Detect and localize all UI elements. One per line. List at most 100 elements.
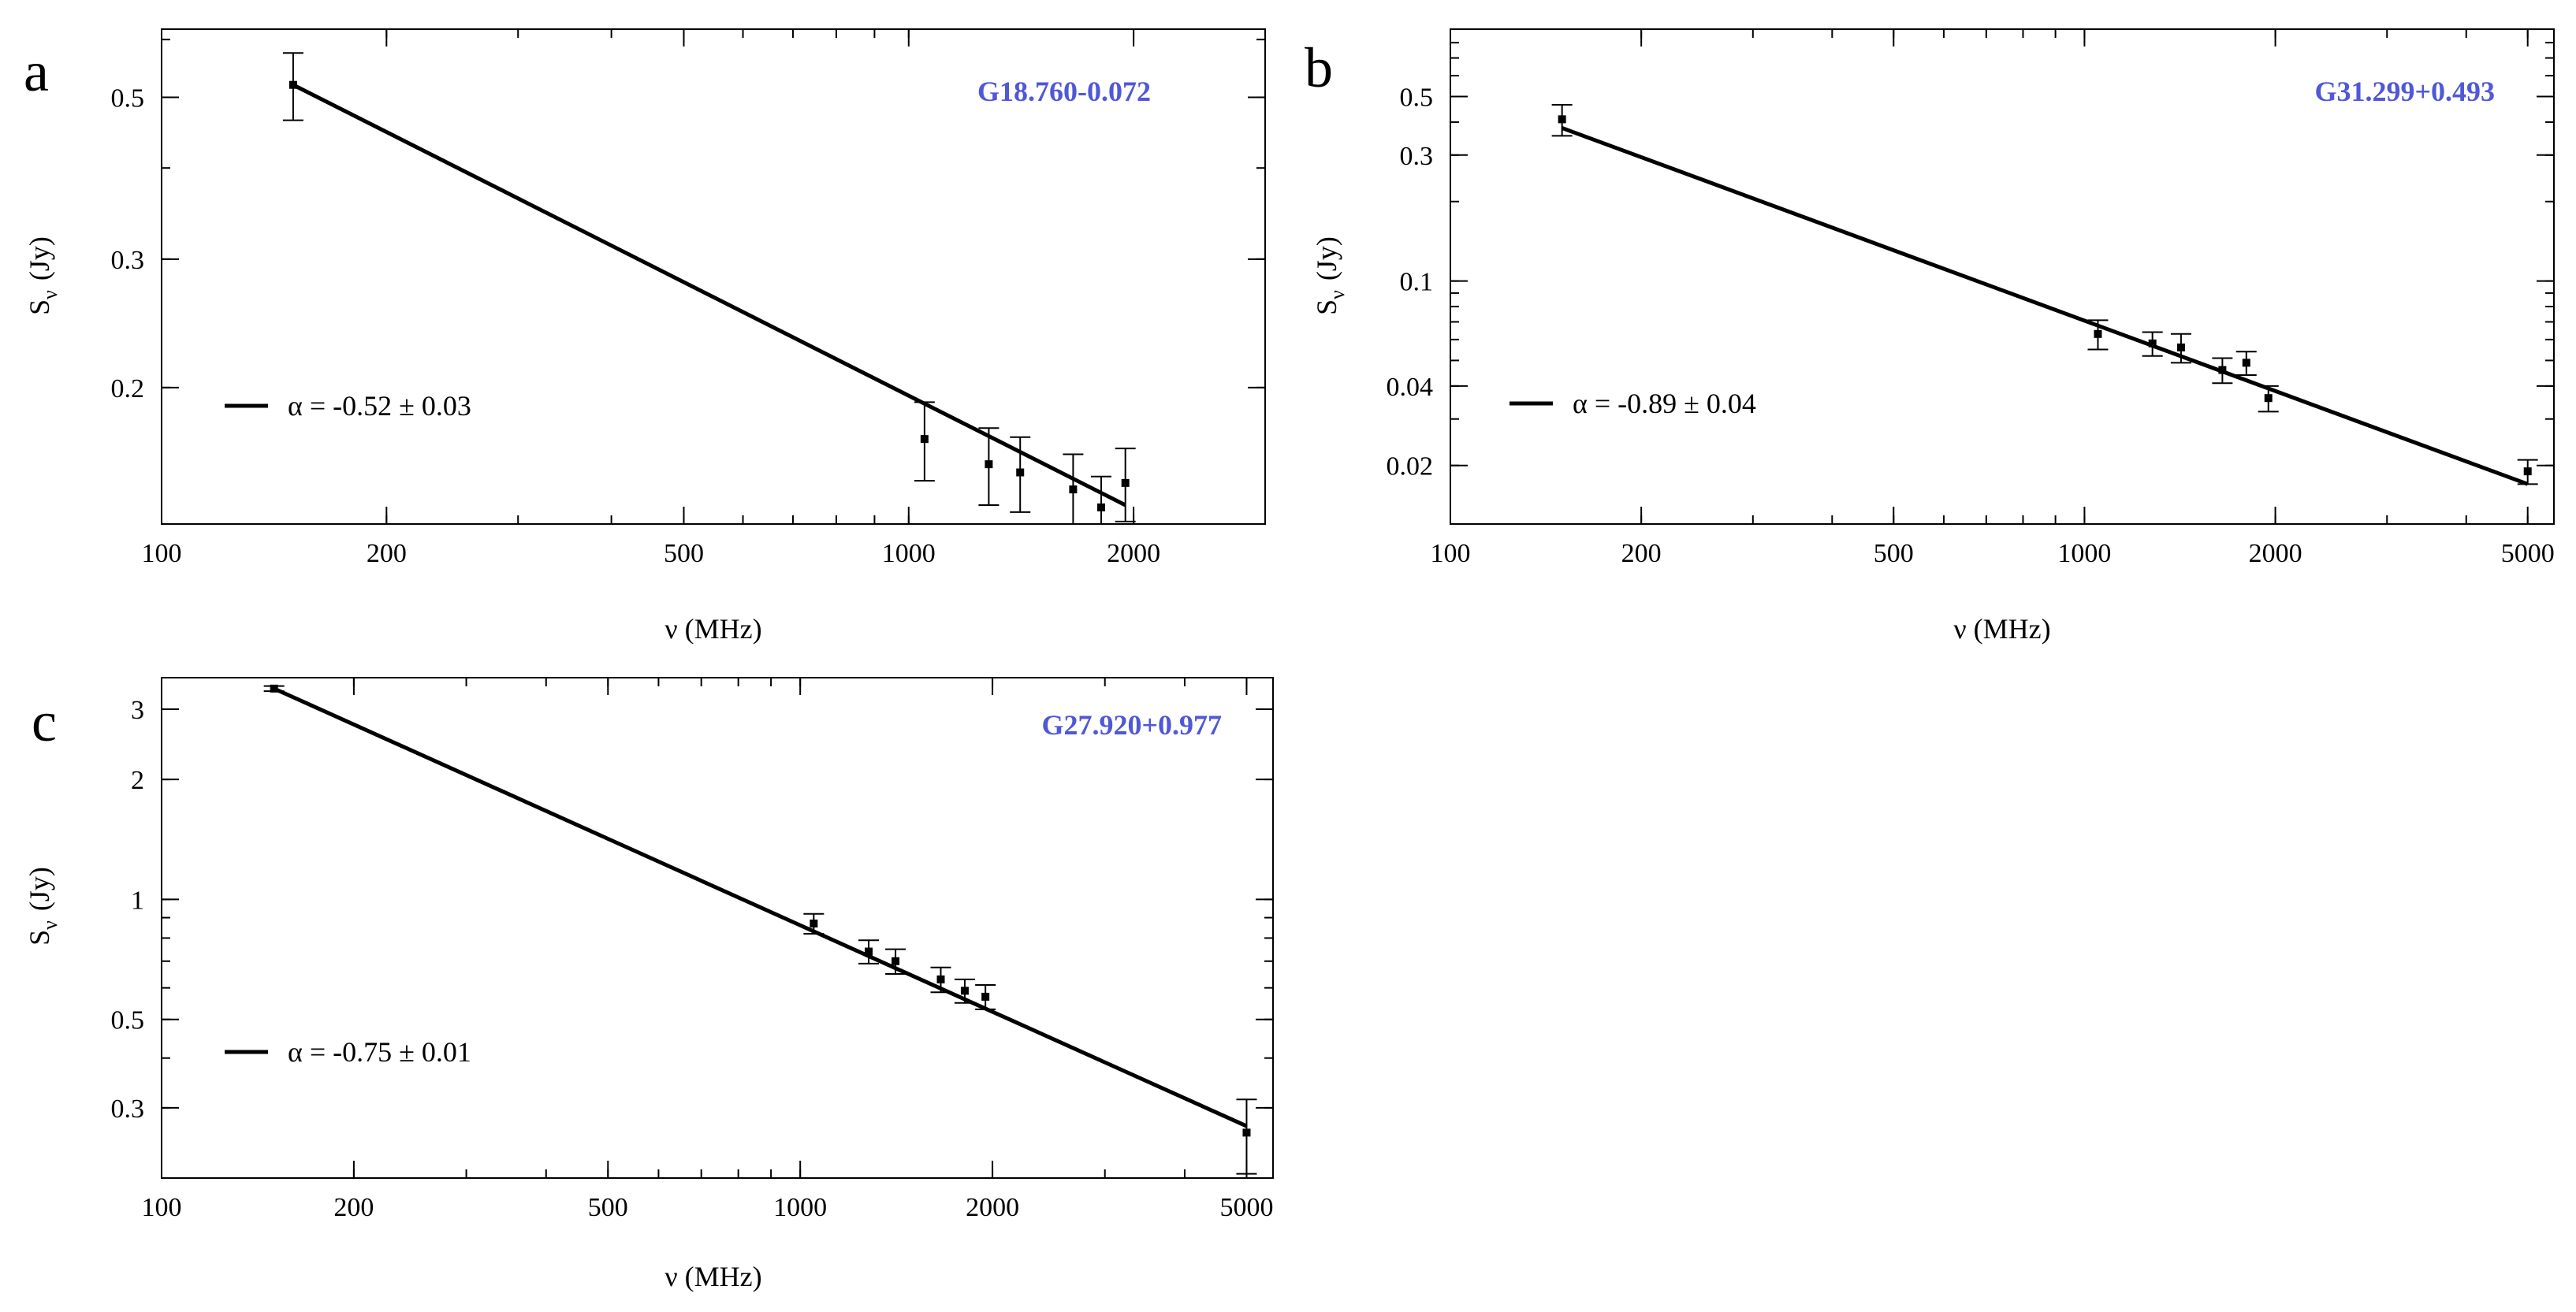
point-marker [936,975,945,983]
y-axis-label: Sν (Jy) [1311,236,1349,315]
data-point [1063,453,1084,525]
point-marker [2094,329,2102,338]
point-marker [2218,366,2227,374]
x-tick-label: 500 [664,539,704,568]
x-axis-label: ν (MHz) [664,1261,761,1292]
data-point [914,401,935,482]
y-axis-label-main: S [1311,299,1342,315]
data-point [930,966,951,994]
y-axis-label-main: S [24,930,55,946]
y-tick-label: 0.04 [1387,373,1434,402]
plot-frame [161,28,1266,525]
legend-label: α = -0.75 ± 0.01 [288,1036,471,1068]
plot-frame [161,677,1274,1179]
y-tick-label: 0.1 [1400,268,1434,297]
power-law-fit-line [1561,126,2529,486]
x-tick-label: 200 [333,1193,374,1222]
panel-letter: c [32,690,57,753]
y-tick-label: 3 [131,696,144,725]
point-marker [2523,467,2532,476]
x-tick-label: 100 [142,1193,182,1222]
y-axis-label-sub: ν [1326,290,1349,299]
data-point [1551,104,1573,137]
legend-label: α = -0.52 ± 0.03 [288,390,471,422]
point-marker [2242,359,2250,367]
y-axis-label-main: S [24,299,55,315]
x-tick-label: 1000 [2057,539,2111,568]
x-tick-label: 5000 [2501,539,2555,568]
point-marker [2148,339,2157,348]
source-name: G27.920+0.977 [1041,709,1222,741]
y-axis-label-unit: (Jy) [24,236,55,281]
legend-label: α = -0.89 ± 0.04 [1573,388,1756,419]
x-tick-label: 100 [142,539,182,568]
point-marker [1558,115,1566,124]
panel-b: 100 200 500 1000 2000 5000 0.02 0.04 0.1 0.3 0.5 b G… [1305,28,2555,645]
point-marker [810,920,818,928]
y-tick-label: 1 [131,886,144,915]
y-axis-label-unit: (Jy) [1311,236,1342,281]
source-name: G31.299+0.493 [2314,76,2495,107]
data-point [978,427,1000,506]
panel-c: 100 200 500 1000 2000 5000 0.3 0.5 1 2 3 c G27.920+0… [24,677,1274,1292]
point-marker [288,80,297,89]
data-point [263,684,285,693]
point-marker [865,947,873,956]
point-marker [1242,1128,1251,1137]
y-axis-label: Sν (Jy) [24,236,61,315]
point-marker [2264,394,2273,403]
point-marker [1069,485,1078,494]
data-point [2517,459,2538,485]
y-axis-label: Sν (Jy) [24,867,61,946]
y-tick-label: 0.3 [1400,142,1434,171]
y-tick-label: 0.3 [111,246,145,275]
y-tick-label: 0.3 [111,1095,145,1124]
x-tick-label: 5000 [1219,1193,1273,1222]
source-name: G18.760-0.072 [977,76,1151,107]
point-marker [1121,478,1130,487]
x-tick-label: 1000 [773,1193,827,1222]
point-marker [892,957,900,965]
x-axis-label: ν (MHz) [664,613,761,645]
data-point [975,984,996,1010]
x-tick-label: 100 [1431,539,1471,568]
x-tick-label: 500 [588,1193,628,1222]
plot-frame [1450,28,2555,525]
point-marker [270,684,278,693]
power-law-fit-line [273,686,1248,1128]
x-tick-label: 2000 [2249,539,2302,568]
y-axis-label-unit: (Jy) [24,867,55,911]
power-law-fit-line [292,83,1126,507]
y-axis-label-sub: ν [39,290,61,299]
y-tick-label: 2 [131,766,144,795]
x-tick-label: 200 [1621,539,1662,568]
y-tick-label: 0.5 [111,84,145,113]
x-tick-label: 2000 [966,1193,1019,1222]
data-point [2235,351,2257,377]
panel-a: 100 200 500 1000 2000 0.2 0.3 0.5 a G18.760-0.072… [24,28,1266,645]
y-tick-label: 0.02 [1387,452,1434,481]
point-marker [1016,468,1025,477]
data-point [803,912,825,935]
x-tick-label: 1000 [882,539,936,568]
data-point [2142,331,2163,357]
data-point [2087,319,2109,351]
data-point [2212,357,2233,385]
x-tick-label: 200 [367,539,407,568]
panel-letter: b [1305,36,1333,99]
point-marker [920,435,929,444]
data-point [282,52,303,121]
data-point [1091,475,1112,525]
data-point [1115,448,1136,522]
data-point [885,948,906,976]
panel-letter: a [24,40,49,103]
y-axis-label-sub: ν [39,920,61,930]
x-tick-label: 500 [1874,539,1914,568]
data-point [1236,1098,1257,1175]
point-marker [2176,343,2185,351]
point-marker [960,987,969,995]
data-point [1010,436,1031,513]
y-tick-label: 0.2 [111,374,145,403]
point-marker [981,992,990,1001]
